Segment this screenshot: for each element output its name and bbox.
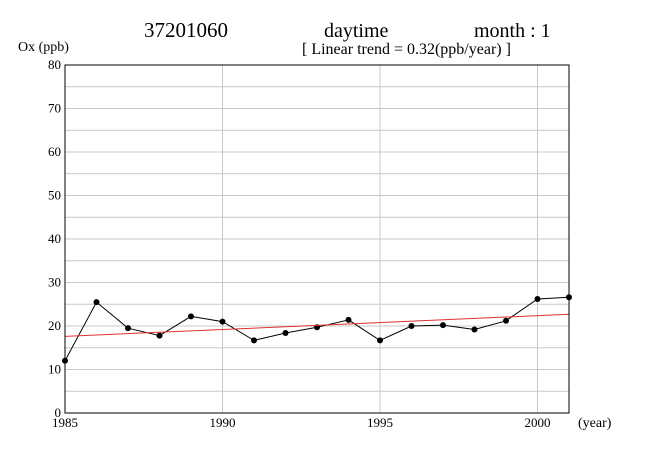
- trend-note: [ Linear trend = 0.32(ppb/year) ]: [302, 41, 511, 58]
- data-point: [251, 337, 257, 344]
- data-point: [219, 318, 226, 325]
- data-point: [156, 332, 163, 339]
- x-axis-label: (year): [578, 416, 612, 431]
- data-point: [345, 316, 352, 323]
- data-point: [534, 296, 541, 303]
- data-point: [93, 299, 100, 306]
- y-axis-label: Ox (ppb): [18, 40, 69, 55]
- y-tick-label: 50: [48, 188, 61, 203]
- grid-lines: [64, 64, 569, 414]
- y-tick-label: 10: [48, 362, 61, 377]
- axis-ticks: 0 10 20 30 40 50 60 70 80 1985 1990 1995 2000: [48, 57, 551, 430]
- data-point: [282, 329, 289, 336]
- y-tick-label: 30: [48, 275, 61, 290]
- data-point: [188, 313, 194, 320]
- data-point: [377, 337, 383, 344]
- data-point: [471, 326, 478, 333]
- data-point: [440, 322, 446, 329]
- y-tick-label: 70: [48, 101, 61, 116]
- series-layer: [62, 294, 572, 364]
- x-tick-label: 1995: [367, 415, 393, 430]
- x-tick-label: 1985: [52, 415, 78, 430]
- data-point: [503, 317, 509, 324]
- month-label: month : 1: [474, 20, 551, 42]
- period-label: daytime: [324, 20, 389, 42]
- y-tick-label: 60: [48, 144, 61, 159]
- y-tick-label: 0: [55, 405, 62, 420]
- trend-line: [64, 313, 570, 337]
- x-tick-label: 1990: [210, 415, 236, 430]
- data-point: [125, 325, 131, 332]
- y-tick-label: 20: [48, 318, 61, 333]
- y-tick-label: 40: [48, 231, 61, 246]
- y-tick-label: 80: [48, 57, 61, 72]
- data-point: [408, 323, 415, 329]
- plot-frame: [64, 64, 570, 414]
- x-tick-label: 2000: [525, 415, 551, 430]
- station-id: 37201060: [144, 18, 228, 42]
